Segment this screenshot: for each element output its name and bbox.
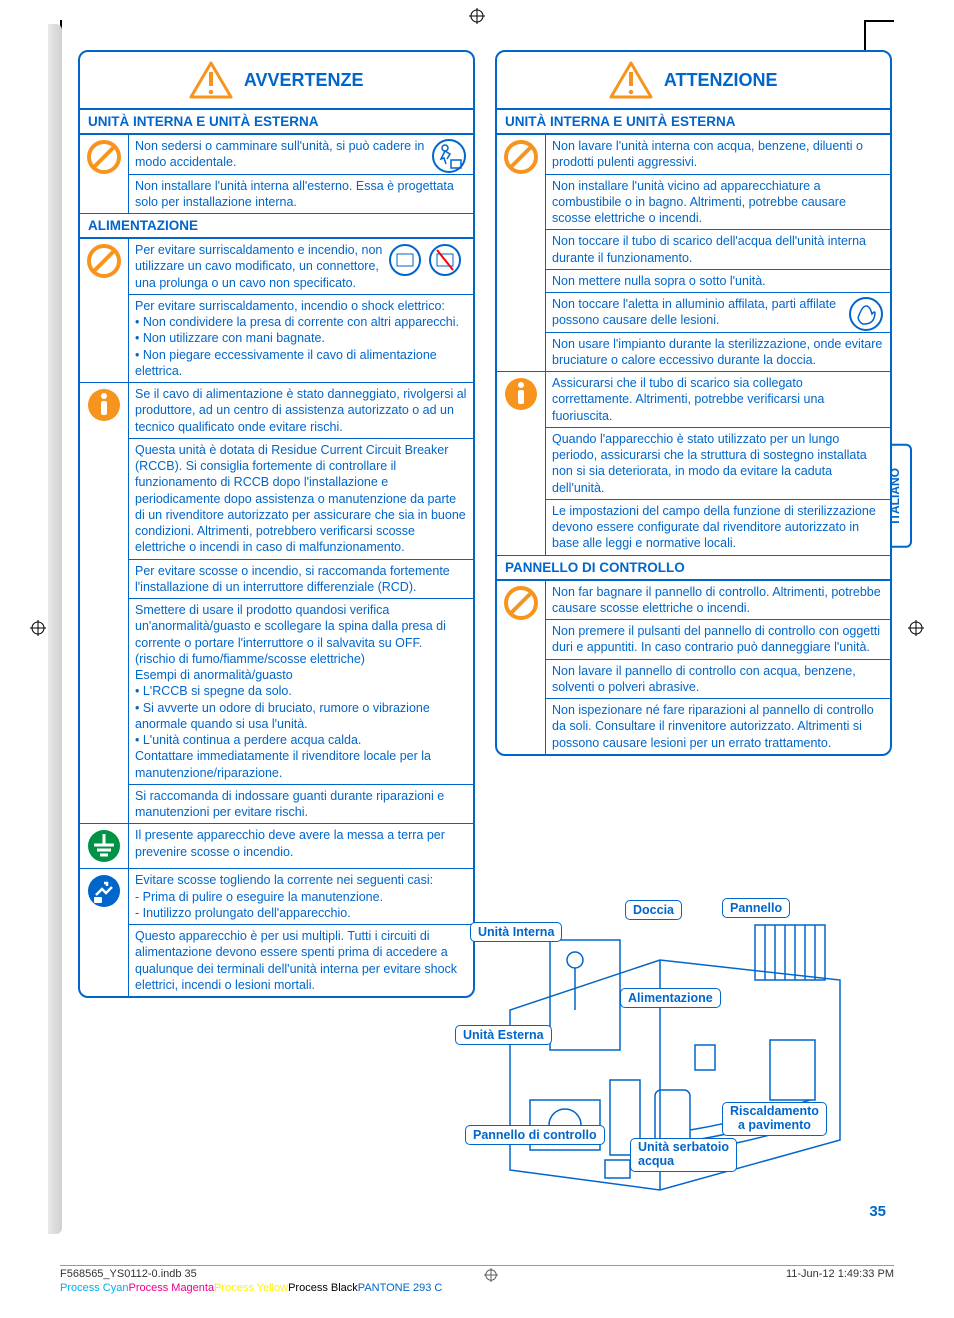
info-text: Per evitare surriscaldamento e incendio,…: [129, 239, 473, 382]
mandatory-icon: [497, 372, 546, 555]
ground-icon: [80, 824, 129, 868]
caution-header: ATTENZIONE: [497, 52, 890, 110]
label-unita-interna: Unità Interna: [470, 922, 562, 942]
info-text: Non far bagnare il pannello di controllo…: [546, 581, 890, 754]
caution-title: ATTENZIONE: [664, 70, 778, 90]
system-diagram: Unità Interna Doccia Pannello Alimentazi…: [460, 880, 860, 1200]
section-title: UNITÀ INTERNA E UNITÀ ESTERNA: [80, 110, 473, 135]
section-title: ALIMENTAZIONE: [80, 214, 473, 239]
info-row: Per evitare surriscaldamento e incendio,…: [80, 239, 473, 383]
prohibit-icon: [497, 581, 546, 754]
prohibit-icon: [497, 135, 546, 371]
color-separation-bar: Process CyanProcess MagentaProcess Yello…: [60, 1282, 894, 1294]
info-row: Il presente apparecchio deve avere la me…: [80, 824, 473, 869]
caution-column: ATTENZIONE UNITÀ INTERNA E UNITÀ ESTERNA…: [495, 50, 892, 756]
page-number: 35: [869, 1203, 886, 1220]
mandatory-icon: [80, 383, 129, 823]
info-row: Evitare scosse togliendo la corrente nei…: [80, 869, 473, 996]
registration-mark-footer-icon: [484, 1268, 498, 1282]
warnings-title: AVVERTENZE: [244, 70, 364, 90]
registration-mark-top-icon: [469, 8, 485, 24]
side-decoration: [48, 24, 62, 1234]
warning-triangle-icon: [189, 60, 233, 100]
label-pannello-controllo: Pannello di controllo: [465, 1125, 605, 1145]
info-text: Evitare scosse togliendo la corrente nei…: [129, 869, 473, 996]
info-text: Assicurarsi che il tubo di scarico sia c…: [546, 372, 890, 555]
prohibit-icon: [80, 135, 129, 213]
label-unita-esterna: Unità Esterna: [455, 1025, 552, 1045]
section-title: UNITÀ INTERNA E UNITÀ ESTERNA: [497, 110, 890, 135]
info-text: Il presente apparecchio deve avere la me…: [129, 824, 473, 868]
info-row: Assicurarsi che il tubo di scarico sia c…: [497, 372, 890, 556]
info-text: Non lavare l'unità interna con acqua, be…: [546, 135, 890, 371]
label-riscaldamento: Riscaldamento a pavimento: [722, 1102, 827, 1136]
label-alimentazione: Alimentazione: [620, 988, 721, 1008]
info-text: Se il cavo di alimentazione è stato dann…: [129, 383, 473, 823]
unplug-icon: [80, 869, 129, 996]
footer-timestamp: 11-Jun-12 1:49:33 PM: [786, 1268, 894, 1282]
registration-mark-right-icon: [908, 620, 924, 636]
label-doccia: Doccia: [625, 900, 682, 920]
info-row: Se il cavo di alimentazione è stato dann…: [80, 383, 473, 824]
footer: F568565_YS0112-0.indb 35 11-Jun-12 1:49:…: [60, 1265, 894, 1294]
info-row: Non far bagnare il pannello di controllo…: [497, 581, 890, 754]
page: ITALIANO AVVERTENZE UNITÀ INTERNA E UNIT…: [0, 0, 954, 1318]
label-pannello: Pannello: [722, 898, 790, 918]
caution-triangle-icon: [609, 60, 653, 100]
info-row: Non lavare l'unità interna con acqua, be…: [497, 135, 890, 372]
registration-mark-left-icon: [30, 620, 46, 636]
info-text: Non sedersi o camminare sull'unità, si p…: [129, 135, 473, 213]
label-unita-serbatoio: Unità serbatoio acqua: [630, 1138, 737, 1172]
content-columns: AVVERTENZE UNITÀ INTERNA E UNITÀ ESTERNA…: [78, 50, 892, 998]
crop-mark: [864, 20, 866, 50]
info-row: Non sedersi o camminare sull'unità, si p…: [80, 135, 473, 214]
prohibit-icon: [80, 239, 129, 382]
warnings-column: AVVERTENZE UNITÀ INTERNA E UNITÀ ESTERNA…: [78, 50, 475, 998]
crop-mark: [864, 20, 894, 22]
warnings-header: AVVERTENZE: [80, 52, 473, 110]
section-title: PANNELLO DI CONTROLLO: [497, 556, 890, 581]
footer-file: F568565_YS0112-0.indb 35: [60, 1268, 197, 1282]
